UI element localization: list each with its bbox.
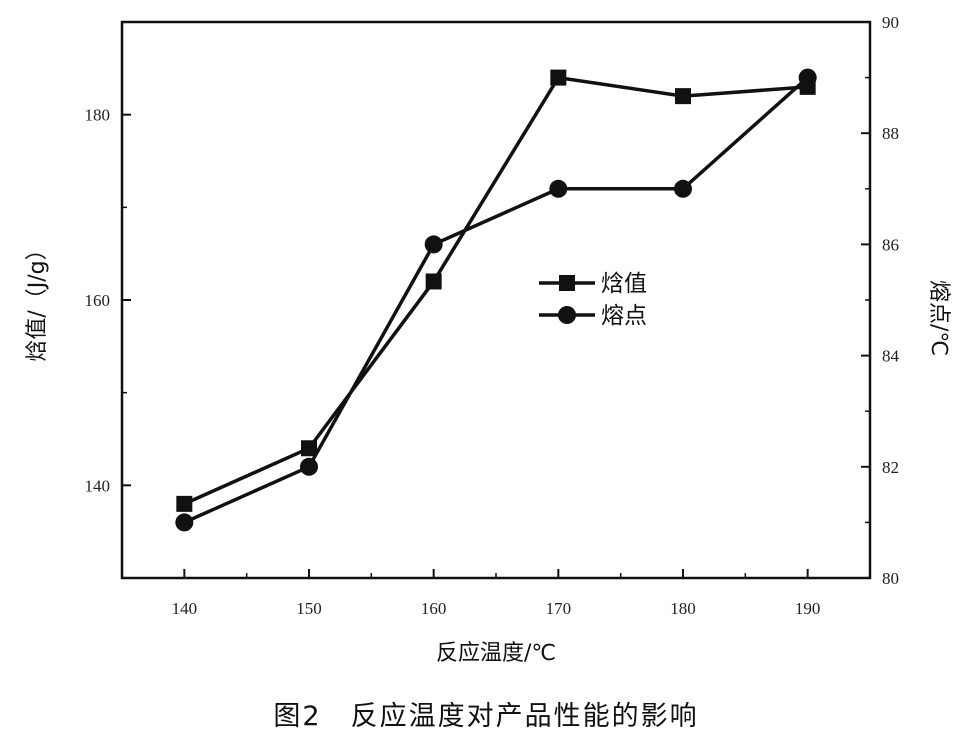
y-right-tick-label: 84 xyxy=(882,347,900,366)
square-marker xyxy=(550,69,567,86)
y-right-tick-label: 90 xyxy=(882,13,899,32)
y-right-ticks: 80 82 84 86 88 90 xyxy=(861,13,900,588)
legend-square-marker xyxy=(559,275,575,291)
y-left-tick-label: 180 xyxy=(85,106,111,125)
square-marker xyxy=(301,440,317,457)
circle-marker xyxy=(674,179,692,198)
square-marker xyxy=(675,88,691,105)
series-line-circle xyxy=(183,76,809,524)
series-layer xyxy=(175,68,817,532)
y-right-axis-title: 熔点/℃ xyxy=(926,280,951,356)
circle-marker xyxy=(300,457,318,476)
x-axis-title: 反应温度/℃ xyxy=(436,641,556,666)
circle-marker xyxy=(549,179,568,198)
circle-marker xyxy=(798,68,817,87)
y-left-axis-title: 焓值/（J/g） xyxy=(25,238,50,361)
y-left-tick-label: 160 xyxy=(85,291,111,310)
x-tick-label: 150 xyxy=(296,599,322,618)
square-marker xyxy=(176,495,193,512)
circle-marker xyxy=(175,513,194,532)
y-left-tick-label: 140 xyxy=(85,476,111,495)
series-line-square xyxy=(183,75,808,506)
y-right-tick-label: 86 xyxy=(882,235,899,254)
chart: 140 150 160 170 180 190 140 160 180 80 82 84 86 88 9… xyxy=(25,13,951,666)
x-tick-label: 160 xyxy=(421,599,447,618)
square-marker xyxy=(425,273,442,290)
y-left-ticks: 140 160 180 xyxy=(85,106,131,495)
x-tick-label: 190 xyxy=(795,599,821,618)
x-tick-label: 170 xyxy=(546,599,572,618)
y-right-tick-label: 82 xyxy=(882,458,899,477)
x-ticks: 140 150 160 170 180 190 xyxy=(172,569,871,618)
y-right-tick-label: 88 xyxy=(882,124,899,143)
figure-caption: 图2 反应温度对产品性能的影响 xyxy=(273,701,699,732)
legend-circle-marker xyxy=(558,306,576,324)
legend-label: 熔点 xyxy=(601,303,647,329)
legend-label: 焓值 xyxy=(601,271,647,297)
y-right-tick-label: 80 xyxy=(882,569,899,588)
x-tick-label: 180 xyxy=(670,599,696,618)
circle-marker xyxy=(424,235,443,254)
x-tick-label: 140 xyxy=(172,599,198,618)
plot-frame xyxy=(120,20,872,580)
